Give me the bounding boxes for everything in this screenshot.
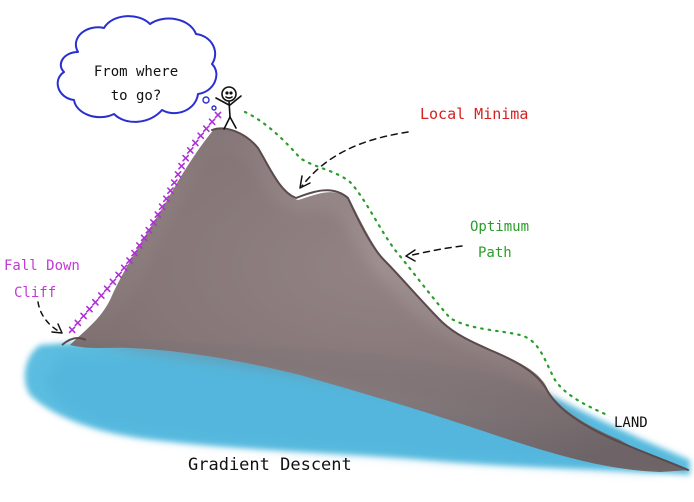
cliff-x-mark <box>68 326 76 334</box>
cliff-x-mark <box>167 187 174 195</box>
thought-cloud-icon <box>56 15 218 123</box>
cliff-x-mark <box>86 305 93 313</box>
cliff-x-mark <box>131 249 138 257</box>
cliff-path-marks <box>68 111 222 334</box>
optimum-label-line-2: Path <box>478 245 512 261</box>
cliff-x-mark <box>191 139 199 147</box>
mountain <box>61 127 690 472</box>
cliff-x-mark <box>208 118 216 126</box>
cliff-x-mark <box>174 171 182 178</box>
cliff-x-mark <box>197 132 205 140</box>
thought-line-2: to go? <box>111 88 162 104</box>
stick-figure-icon <box>215 86 242 130</box>
cliff-x-mark <box>186 147 194 154</box>
local-minima-label: Local Minima <box>420 105 528 123</box>
optimum-label-line-1: Optimum <box>470 219 529 235</box>
cliff-x-mark <box>145 226 153 234</box>
cliff-x-mark <box>115 271 123 279</box>
cliff-x-mark <box>178 162 185 170</box>
cliff-x-mark <box>149 219 157 226</box>
cliff-x-mark <box>109 278 117 286</box>
cliff-x-mark <box>158 203 166 211</box>
cliff-x-mark <box>74 319 82 327</box>
cliff-x-mark <box>154 211 162 218</box>
cliff-x-mark <box>91 298 99 306</box>
cliff-x-mark <box>136 242 143 249</box>
fall-down-label-line-2: Cliff <box>14 285 56 301</box>
cliff-x-mark <box>97 292 105 299</box>
cliff-x-mark <box>80 312 88 320</box>
optimum-path-dots <box>243 110 607 416</box>
thought-line-1: From where <box>94 64 178 80</box>
cliff-x-mark <box>120 264 128 272</box>
arrow-icon <box>37 301 63 334</box>
cliff-x-mark <box>202 125 210 133</box>
arrow-icon <box>299 131 409 189</box>
cliff-x-mark <box>103 285 111 293</box>
cliff-x-mark <box>126 257 133 264</box>
caption: Gradient Descent <box>188 455 352 475</box>
land-label: LAND <box>614 415 648 431</box>
arrow-icon <box>405 245 463 262</box>
cliff-x-mark <box>162 195 170 203</box>
cliff-x-mark <box>214 111 222 119</box>
fall-down-label-line-1: Fall Down <box>4 258 80 274</box>
cliff-x-mark <box>140 234 148 242</box>
cliff-x-mark <box>182 154 190 162</box>
cliff-x-mark <box>170 179 178 187</box>
